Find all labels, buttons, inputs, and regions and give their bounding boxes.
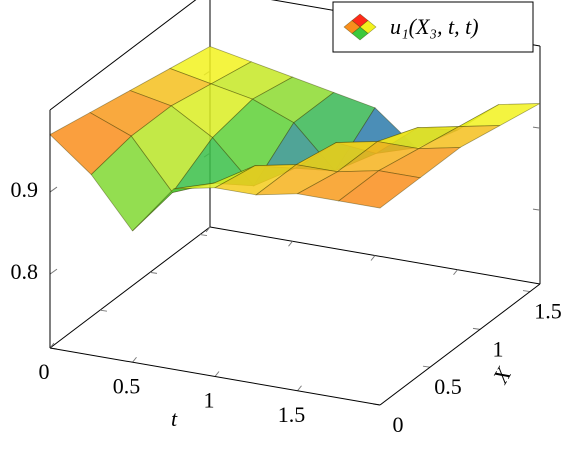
y-tick: [422, 365, 431, 368]
x-tick-label: 0.5: [113, 373, 141, 398]
surface-cell: [337, 170, 421, 209]
x-tick-label: 1: [204, 388, 215, 413]
x-tick-label: 0: [39, 359, 50, 384]
x-tick: [205, 226, 211, 233]
z-tick: [532, 208, 541, 211]
box-edge: [49, 0, 197, 111]
x-tick: [132, 356, 137, 363]
box-edge: [379, 283, 541, 406]
surface: [49, 46, 541, 232]
legend-label: u₁(X₃, t, t): [390, 14, 479, 39]
z-tick: [532, 126, 541, 129]
y-tick-label: 0.5: [434, 374, 462, 399]
z-tick: [49, 268, 58, 275]
x-tick: [288, 240, 293, 247]
box-edge: [49, 347, 381, 406]
axes-front: 0.8 0.9 0 0.5 1 1.5 0 0.5 1 1.5 t X: [11, 110, 562, 437]
y-tick: [99, 309, 108, 312]
x-tick: [214, 371, 220, 377]
y-tick: [199, 234, 208, 237]
legend: u₁(X₃, t, t): [332, 1, 534, 53]
y-tick-label: 1: [493, 336, 504, 361]
z-tick-label: 0.8: [11, 259, 39, 284]
x-tick: [370, 255, 376, 261]
y-tick-label: 1.5: [534, 299, 562, 324]
x-tick: [453, 269, 458, 276]
surface-cell: [418, 125, 501, 150]
x-axis-label: t: [171, 406, 178, 431]
y-tick: [522, 290, 531, 293]
y-tick-label: 0: [393, 412, 404, 437]
surface-cell: [458, 103, 541, 127]
box-edge: [49, 226, 211, 349]
y-tick: [149, 271, 158, 274]
y-axis-label: X: [487, 362, 517, 388]
x-tick: [49, 342, 55, 349]
x-tick-label: 1.5: [278, 402, 306, 427]
z-tick: [49, 186, 58, 193]
y-tick: [472, 327, 481, 330]
legend-icon: [343, 20, 361, 34]
x-tick: [297, 385, 302, 392]
z-tick-label: 0.9: [11, 177, 39, 202]
